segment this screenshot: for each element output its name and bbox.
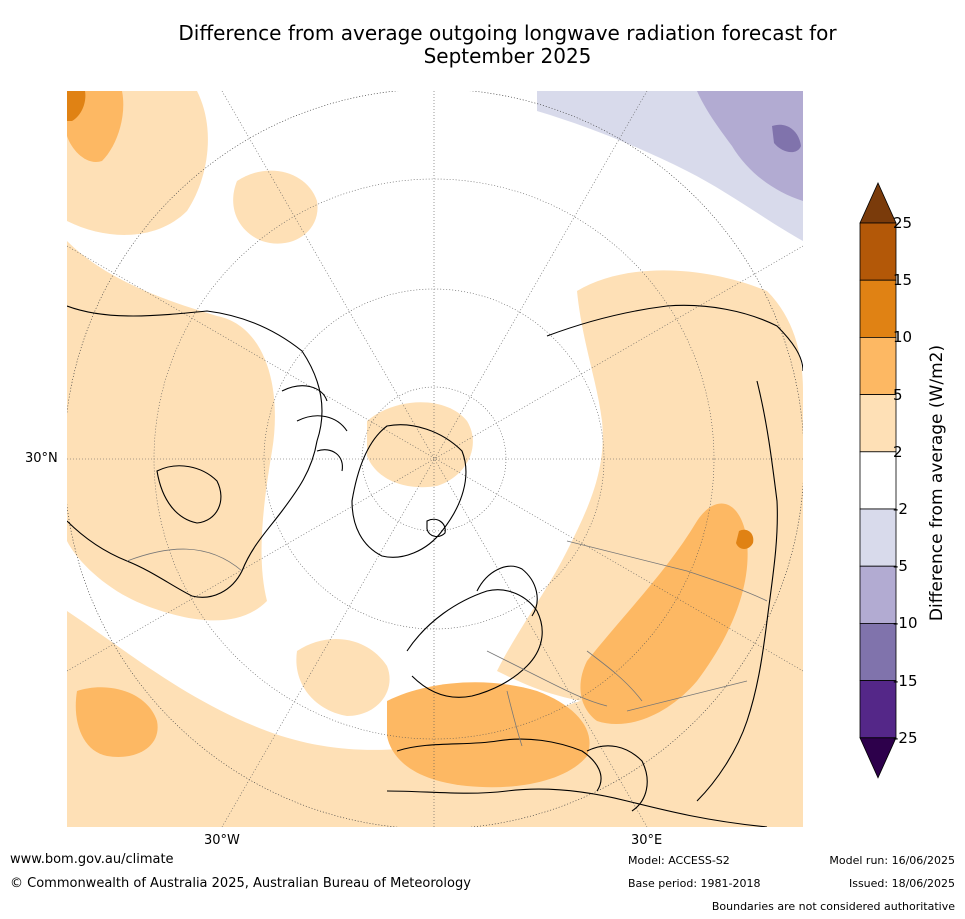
colorbar-tick-label: 2 — [893, 442, 903, 461]
colorbar-band — [859, 394, 897, 453]
meridian-60e — [67, 245, 803, 672]
map-title: Difference from average outgoing longwav… — [100, 22, 915, 68]
fill-south-ocean-band — [67, 521, 803, 827]
map-svg — [67, 91, 803, 827]
colorbar-band — [859, 222, 897, 281]
coast-siberia — [546, 304, 803, 372]
border-china — [626, 680, 748, 712]
colorbar-band — [859, 680, 897, 739]
polar-map — [67, 91, 803, 827]
colorbar-tick-label: -25 — [893, 728, 918, 747]
colorbar-tick-label: 15 — [893, 271, 913, 290]
colorbar-band — [859, 279, 897, 338]
coast-africa-north — [386, 788, 768, 827]
colorbar-band — [859, 622, 897, 681]
coast-mediterranean — [396, 738, 602, 792]
footer-disclaimer: Boundaries are not considered authoritat… — [711, 900, 955, 913]
coast-arabia — [586, 745, 648, 812]
title-line-2: September 2025 — [423, 44, 592, 68]
fill-mediterranean — [387, 682, 590, 788]
fill-ne-purple-dark — [772, 124, 801, 153]
colorbar-extend-bottom — [859, 737, 897, 779]
fill-east-asia-dark — [736, 529, 754, 549]
colorbar-tick-label: -10 — [893, 614, 918, 633]
colorbar-band — [859, 336, 897, 395]
lat-30n-label: 30°N — [25, 451, 58, 466]
coast-svalbard — [426, 518, 446, 538]
border-europe-2 — [506, 690, 523, 747]
fill-north-pacific-patch — [233, 170, 318, 244]
border-central-asia — [586, 650, 643, 702]
colorbar-band — [859, 565, 897, 624]
border-europe-1 — [486, 650, 608, 707]
fill-sw-patch — [75, 687, 158, 757]
coast-north-america — [67, 305, 323, 598]
footer-model: Model: ACCESS-S2 — [628, 854, 730, 867]
coast-east-asia — [696, 380, 778, 802]
coast-canadian-archipelago — [281, 385, 348, 472]
colorbar — [859, 182, 897, 779]
colorbar-band — [859, 451, 897, 510]
meridian-60w — [67, 245, 803, 672]
lon-30e-label: 30°E — [631, 833, 663, 848]
colorbar-extend-top — [859, 182, 897, 224]
colorbar-label: Difference from average (W/m2) — [927, 344, 947, 622]
meridian-30e — [221, 91, 648, 827]
colorbar-tick-label: -2 — [893, 500, 908, 518]
colorbar-tick-label: -15 — [893, 671, 918, 690]
fill-central-asia — [580, 503, 748, 725]
border-russia — [566, 540, 768, 602]
lon-30w-label: 30°W — [204, 833, 240, 848]
footer-issued: Issued: 18/06/2025 — [848, 877, 955, 890]
colorbar-tick-label: -5 — [893, 557, 908, 576]
fill-greenland-arctic — [367, 402, 473, 488]
footer-model-run: Model run: 16/06/2025 — [829, 854, 955, 867]
coastlines — [67, 304, 803, 827]
coast-scandinavia — [476, 565, 538, 617]
border-canada-us — [126, 548, 243, 572]
fill-orange-dark-corner — [67, 91, 86, 121]
coast-greenland — [351, 424, 467, 558]
title-line-1: Difference from average outgoing longwav… — [178, 21, 837, 45]
fill-north-america — [67, 241, 275, 621]
graticule — [67, 91, 803, 827]
colorbar-tick-label: 25 — [893, 214, 913, 232]
meridian-30w — [221, 91, 648, 827]
colorbar-tick-label: 10 — [893, 328, 913, 347]
fill-ne-purple-mid — [697, 91, 803, 201]
footer-copyright: © Commonwealth of Australia 2025, Austra… — [10, 876, 471, 891]
coast-europe — [406, 589, 543, 698]
colorbar-tick-label: 5 — [893, 385, 903, 404]
footer-base-period: Base period: 1981-2018 — [628, 877, 761, 890]
colorbar-band — [859, 508, 897, 567]
footer-website: www.bom.gov.au/climate — [10, 852, 174, 867]
country-borders — [126, 540, 768, 747]
anomaly-fills — [67, 91, 803, 827]
coast-hudson-bay — [156, 465, 222, 524]
